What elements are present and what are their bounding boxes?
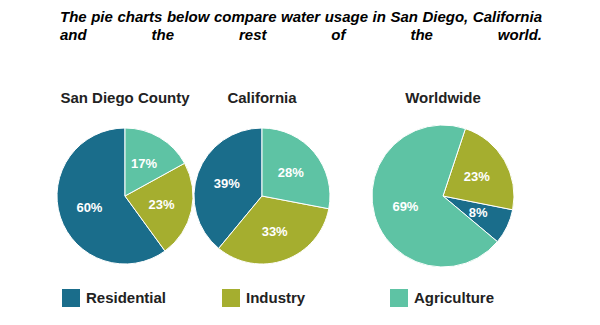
- legend-swatch: [62, 289, 80, 307]
- pie-slice: [219, 196, 329, 264]
- legend-label: Agriculture: [414, 289, 494, 306]
- legend-swatch: [390, 289, 408, 307]
- pie-slice: [262, 128, 330, 209]
- pie-slice: [125, 128, 185, 196]
- slices: [194, 128, 330, 264]
- pie-title: California: [227, 89, 297, 106]
- data-label: 8%: [469, 205, 488, 220]
- slices: [57, 128, 193, 264]
- data-label: 23%: [464, 169, 490, 184]
- pie: 60% 23% 17%: [57, 128, 193, 264]
- chart-canvas: 60% 23% 17% San Diego County 39% 33% 28% Califo…: [0, 0, 600, 325]
- pie-title: San Diego County: [60, 89, 190, 106]
- pie: 8% 23% 69%: [372, 125, 514, 267]
- pie-slice: [372, 125, 497, 267]
- legend: Residential Industry Agriculture: [62, 289, 494, 307]
- data-label: 28%: [278, 165, 304, 180]
- slices: [372, 125, 514, 267]
- data-label: 60%: [76, 200, 102, 215]
- chart-title: The pie charts below compare water usage…: [60, 8, 542, 44]
- legend-label: Industry: [246, 289, 306, 306]
- pie-title: Worldwide: [405, 89, 481, 106]
- data-label: 39%: [214, 176, 240, 191]
- data-label: 17%: [131, 156, 157, 171]
- pie: 39% 33% 28%: [194, 128, 330, 264]
- data-label: 23%: [148, 197, 174, 212]
- legend-swatch: [222, 289, 240, 307]
- legend-label: Residential: [86, 289, 166, 306]
- data-label: 69%: [392, 199, 418, 214]
- data-label: 33%: [262, 224, 288, 239]
